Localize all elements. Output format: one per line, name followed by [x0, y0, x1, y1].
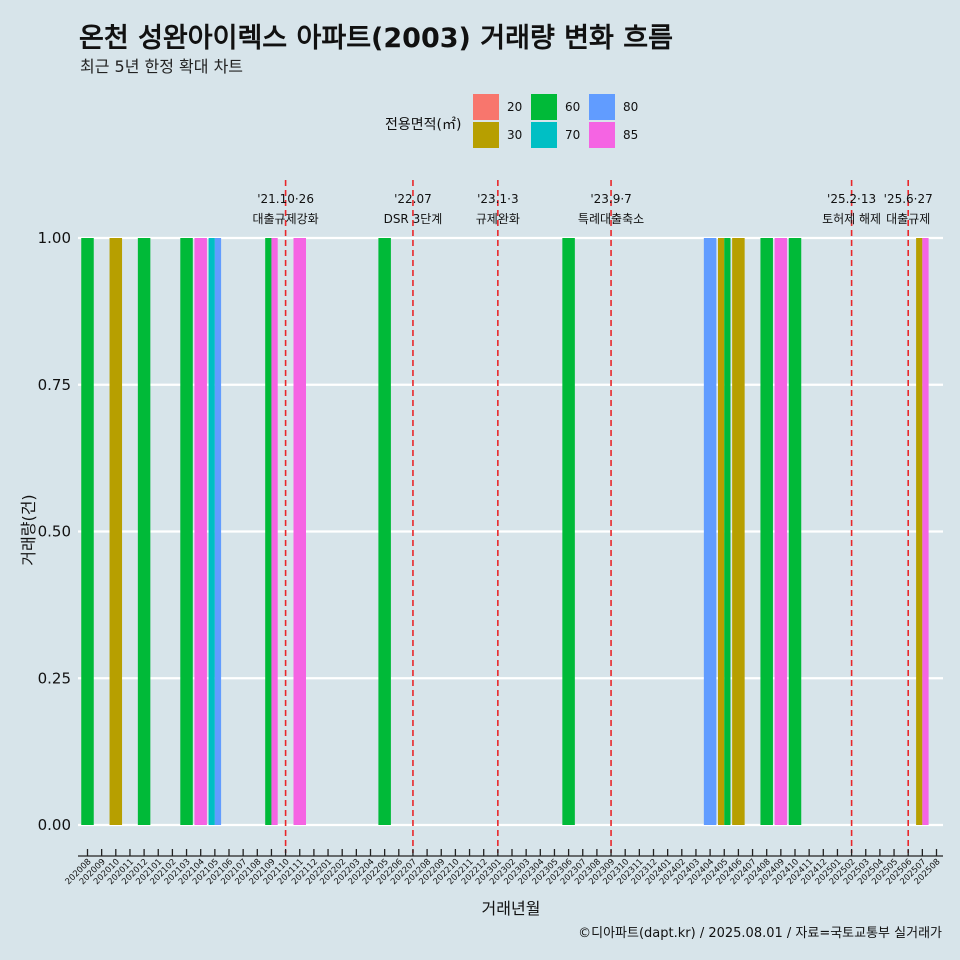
y-axis-label: 거래량(건): [19, 494, 38, 565]
y-tick-label: 1.00: [38, 229, 71, 247]
legend-swatch: [589, 94, 615, 120]
event-date: '21.10·26: [257, 192, 314, 206]
legend-item-70: 70: [531, 122, 580, 148]
y-tick-label: 0.25: [38, 669, 71, 687]
bar-202406-30: [732, 238, 745, 825]
event-label: DSR 3단계: [384, 212, 443, 226]
legend-item-85: 85: [589, 122, 638, 148]
y-tick-label: 0.50: [38, 523, 71, 541]
bar-202404-80: [703, 238, 717, 825]
bar-202105-80: [214, 238, 222, 825]
legend-label: 20: [507, 100, 523, 114]
bar-202104-85: [194, 238, 207, 825]
y-tick-label: 0.75: [38, 376, 71, 394]
source-caption: ©디아파트(dapt.kr) / 2025.08.01 / 자료=국토교통부 실…: [578, 926, 942, 941]
y-tick-label: 0.00: [38, 816, 71, 834]
x-axis-label: 거래년월: [482, 899, 541, 918]
legend-item-80: 80: [589, 94, 638, 120]
bar-202405-60: [724, 238, 731, 825]
legend-title: 전용면적(㎡): [385, 117, 462, 133]
event-label: 토허제 해제: [822, 212, 881, 226]
bar-202008-60: [81, 238, 94, 825]
legend-label: 60: [565, 100, 581, 114]
event-date: '25.6·27: [884, 192, 933, 206]
bar-202507-30: [916, 238, 923, 825]
x-axis: 2020082020092020102020112020122021012021…: [64, 849, 943, 887]
bars: [81, 238, 929, 825]
legend-label: 85: [623, 128, 639, 142]
legend-swatch: [473, 94, 499, 120]
bar-202012-60: [137, 238, 151, 825]
legend-label: 80: [623, 100, 639, 114]
legend-swatch: [531, 122, 557, 148]
legend-item-30: 30: [473, 122, 522, 148]
legend-item-60: 60: [531, 94, 580, 120]
bar-202205-60: [378, 238, 391, 825]
bar-202409-85: [774, 238, 788, 825]
legend-swatch: [531, 94, 557, 120]
bar-202103-60: [180, 238, 193, 825]
legend-swatch: [589, 122, 615, 148]
gridlines: [78, 236, 943, 827]
event-label: 규제완화: [476, 212, 520, 226]
event-markers: '21.10·26 대출규제강화 '22.07 DSR 3단계 '23.1·3 규제완화 '…: [252, 180, 933, 853]
bar-202105-70: [208, 238, 215, 825]
event-date: '23.1·3: [477, 192, 518, 206]
legend-label: 70: [565, 128, 581, 142]
bar-202507-85: [922, 238, 929, 825]
event-date: '22.07: [394, 192, 432, 206]
event-date: '25.2·13: [827, 192, 876, 206]
legend-swatch: [473, 122, 499, 148]
bar-202306-60: [562, 238, 575, 825]
event-date: '23.9·7: [590, 192, 631, 206]
event-label: 대출규제강화: [252, 212, 318, 226]
bar-202410-60: [788, 238, 802, 825]
bar-202111-85: [293, 238, 306, 825]
legend-label: 30: [507, 128, 523, 142]
chart-subtitle: 최근 5년 한정 확대 차트: [80, 57, 244, 76]
event-label: 특례대출축소: [578, 212, 644, 226]
bar-202109-60: [265, 238, 272, 825]
legend-item-20: 20: [473, 94, 522, 120]
chart-title: 온천 성완아이렉스 아파트(2003) 거래량 변화 흐름: [79, 23, 673, 54]
bar-202109-85: [271, 238, 278, 825]
bar-202010-30: [109, 238, 123, 825]
bar-202405-30: [718, 238, 725, 825]
y-axis: 0.00 0.25 0.50 0.75 1.00: [38, 229, 71, 834]
event-label: 대출규제: [886, 212, 930, 226]
bar-202408-60: [760, 238, 773, 825]
